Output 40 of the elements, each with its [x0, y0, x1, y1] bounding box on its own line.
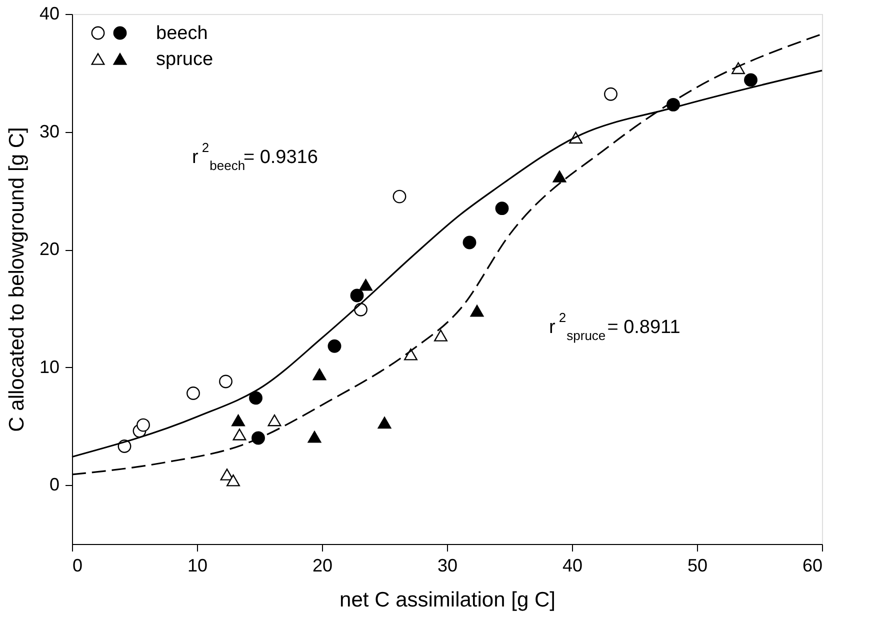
x-tick-label: 10 [187, 556, 208, 576]
y-tick-label: 40 [39, 4, 60, 24]
point [359, 278, 372, 291]
point [219, 374, 232, 388]
point [495, 202, 509, 216]
point [392, 190, 406, 204]
y-tick-label: 10 [39, 356, 60, 377]
point [249, 391, 262, 405]
legend-label: beech [156, 23, 208, 44]
x-tick-label: 40 [562, 556, 583, 576]
point [404, 348, 418, 360]
x-tick-label: 50 [687, 556, 708, 576]
point [378, 416, 392, 429]
point [308, 430, 322, 443]
legend-label: spruce [156, 49, 214, 70]
point [744, 73, 758, 87]
point [136, 418, 150, 432]
point [186, 386, 200, 400]
y-axis-title: C allocated to belowground [g C] [5, 127, 28, 432]
y-tick-label: 20 [39, 239, 60, 260]
point [470, 304, 484, 317]
point [462, 236, 476, 250]
y-tick-label: 30 [39, 121, 60, 142]
x-tick-label: 60 [802, 556, 822, 576]
point [312, 368, 326, 380]
x-axis-title: net C assimilation [g C] [340, 588, 556, 612]
point [604, 87, 618, 101]
x-tick-label: 30 [437, 556, 458, 576]
point [328, 339, 342, 353]
point [268, 414, 282, 426]
point [226, 474, 240, 486]
point [434, 330, 448, 342]
point [350, 288, 364, 302]
point [232, 428, 246, 440]
y-tick-label: 0 [49, 474, 60, 495]
point [552, 170, 566, 182]
x-tick-label: 0 [72, 556, 83, 576]
point [232, 414, 245, 426]
point [220, 468, 234, 480]
x-tick-label: 20 [312, 556, 333, 576]
